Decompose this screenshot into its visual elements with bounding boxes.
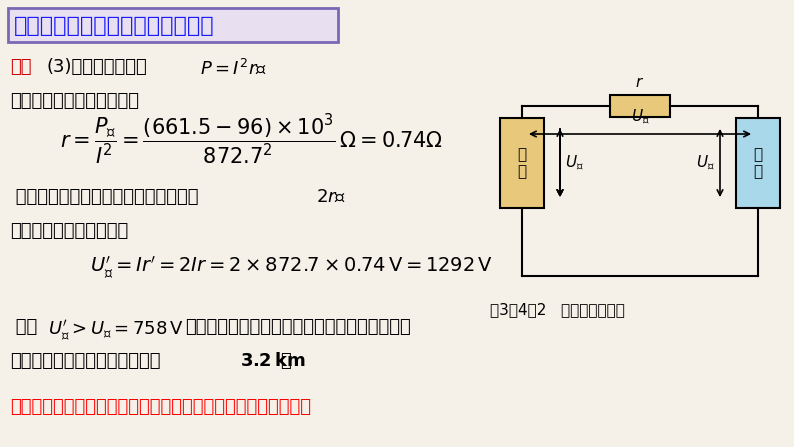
Text: 图3－4－2   直流输电电路图: 图3－4－2 直流输电电路图 [490,302,625,317]
Text: $U_{用}$: $U_{用}$ [696,153,715,173]
Text: 此时线路上损耗的电压为: 此时线路上损耗的电压为 [10,222,129,240]
Text: 可求得线路中的电阻大小为: 可求得线路中的电阻大小为 [10,92,139,110]
Text: 远距离输电中的电功率和电压损耗: 远距离输电中的电功率和电压损耗 [14,16,214,36]
Text: $r = \dfrac{P_{损}}{I^2} = \dfrac{(661.5-96)\times10^3}{872.7^2}\,\Omega = 0.74\O: $r = \dfrac{P_{损}}{I^2} = \dfrac{(661.5-… [60,113,443,167]
Text: $r$: $r$ [635,76,645,90]
Bar [736,118,780,208]
Text: $P=I^2r$，: $P=I^2r$， [200,58,267,77]
Text: 。: 。 [280,352,291,370]
Text: 此不可能将输送距离增加一倍到: 此不可能将输送距离增加一倍到 [10,352,160,370]
Text: 电
源: 电 源 [518,147,526,179]
Text: ，这意味着输送电压小于线路上的损耗电压，因: ，这意味着输送电压小于线路上的损耗电压，因 [185,318,410,336]
Text: $U^{\prime}_{损} = Ir^{\prime} = 2Ir = 2 \times 872.7 \times 0.74\,\text{V} = 129: $U^{\prime}_{损} = Ir^{\prime} = 2Ir = 2 … [90,255,493,281]
Text: 由于: 由于 [10,318,37,336]
Text: 用
户: 用 户 [754,147,762,179]
Text: 输送距离增加一倍，则线路中电阻变为: 输送距离增加一倍，则线路中电阻变为 [10,188,198,206]
Text: $U_{损}$: $U_{损}$ [630,107,649,126]
Text: $2r$，: $2r$， [316,188,346,206]
FancyBboxPatch shape [8,8,338,42]
Text: $U^{\prime}_{损} > U_{送} = 758\,\text{V}$: $U^{\prime}_{损} > U_{送} = 758\,\text{V}$ [48,318,183,342]
Bar [500,118,544,208]
Text: 解：: 解： [10,58,32,76]
Text: (3)由功率计算公式: (3)由功率计算公式 [46,58,147,76]
Text: $U_{送}$: $U_{送}$ [565,153,584,173]
Bar [610,95,670,117]
Text: $\mathbf{3.2\,km}$: $\mathbf{3.2\,km}$ [240,352,306,370]
Text: 低压直流输电系统在输电线路上存在很高的功率损耗和电压损耗: 低压直流输电系统在输电线路上存在很高的功率损耗和电压损耗 [10,398,311,416]
